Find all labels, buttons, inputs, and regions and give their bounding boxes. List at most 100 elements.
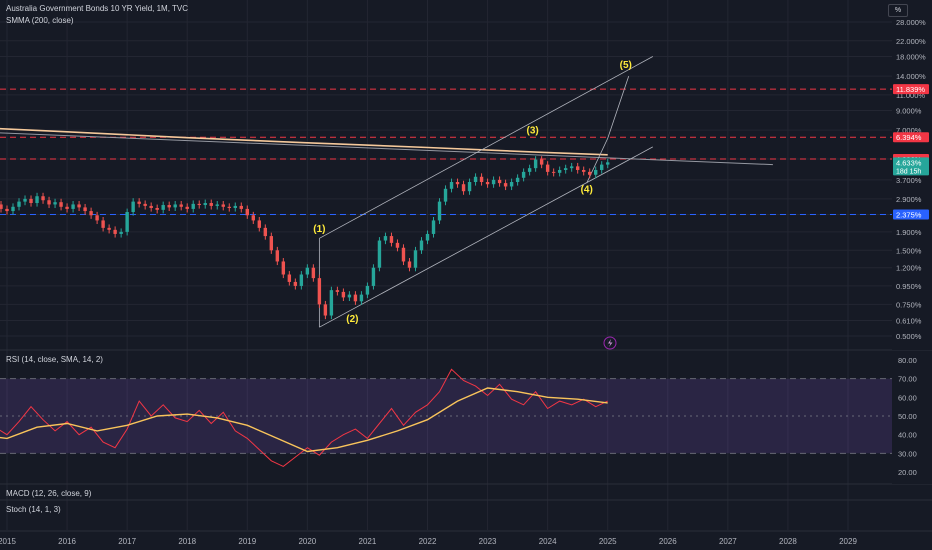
candle [35, 196, 39, 204]
chart-title: Australia Government Bonds 10 YR Yield, … [6, 4, 189, 13]
rsi-axis-bg [892, 351, 932, 484]
candle [341, 291, 346, 298]
price-tick-label: 0.950% [896, 282, 922, 291]
year-tick-label: 2016 [58, 537, 76, 546]
candle [431, 220, 436, 234]
candle [275, 250, 280, 262]
candle [47, 200, 51, 205]
channel-lower [319, 146, 653, 328]
year-tick-label: 2029 [839, 537, 857, 546]
year-tick-label: 2019 [238, 537, 256, 546]
candle [473, 176, 478, 183]
wave-label: (2) [346, 314, 358, 325]
time-axis[interactable]: 2015 2016 2017 2018 2019 2020 2021 2022 2023 2024… [0, 537, 857, 546]
candle [491, 179, 496, 185]
price-tick-label: 1.200% [896, 264, 922, 273]
candle [185, 206, 189, 209]
year-tick-label: 2024 [539, 537, 557, 546]
candle [167, 205, 171, 208]
price-tick-label: 28.000% [896, 18, 926, 27]
rsi-series [0, 368, 608, 467]
candle [287, 274, 292, 282]
percent-unit-button[interactable]: % [888, 4, 908, 17]
year-tick-label: 2017 [118, 537, 136, 546]
candle [179, 204, 183, 207]
candle [371, 267, 376, 286]
candle [377, 240, 382, 268]
candle [443, 188, 448, 202]
price-tick-label: 0.500% [896, 332, 922, 341]
candle [53, 202, 57, 205]
candle [395, 242, 400, 248]
candle [497, 179, 502, 184]
candle [479, 176, 484, 183]
rsi-legend[interactable]: RSI (14, close, SMA, 14, 2) [6, 355, 103, 364]
price-badge [893, 209, 929, 220]
candle [101, 220, 105, 228]
stoch-legend[interactable]: Stoch (14, 1, 3) [6, 505, 61, 514]
candle [197, 203, 201, 206]
candle [71, 204, 75, 209]
candle [89, 211, 93, 216]
candle [221, 204, 225, 207]
candle [125, 212, 129, 232]
price-badge-label: 11.839% [896, 85, 925, 94]
rsi-tick-label: 30.00 [898, 449, 917, 458]
price-tick-label: 2.900% [896, 195, 922, 204]
candle [17, 201, 21, 207]
candle [191, 203, 195, 209]
lightning-icon[interactable] [603, 336, 617, 350]
candle [161, 205, 165, 210]
candle [389, 236, 394, 243]
wave-channel [0, 56, 773, 328]
candle [95, 215, 99, 221]
candle [539, 159, 544, 165]
wave-label: (4) [581, 184, 593, 195]
candle [569, 166, 574, 169]
candle [107, 227, 111, 230]
price-badge [893, 84, 929, 95]
candle [503, 183, 508, 187]
candle [251, 215, 255, 221]
candle [437, 201, 442, 221]
price-tick-label: 0.610% [896, 316, 922, 325]
candle [594, 169, 598, 175]
candle [365, 285, 370, 295]
candle [467, 182, 472, 192]
candle [449, 182, 454, 189]
candle [509, 182, 514, 187]
candle [131, 201, 135, 213]
rsi-axis[interactable]: 80.00 70.00 60.00 50.00 40.00 30.00 20.00 [892, 351, 932, 484]
smma-legend[interactable]: SMMA (200, close) [6, 16, 74, 25]
candle [155, 207, 159, 210]
price-tick-label: 7.000% [896, 126, 922, 135]
year-tick-label: 2022 [419, 537, 437, 546]
candle [5, 208, 9, 212]
rsi-line [0, 368, 608, 467]
candle [551, 171, 556, 173]
candle [335, 290, 340, 292]
price-badge-label: 2.375% [896, 210, 922, 219]
price-badge [893, 132, 929, 143]
year-tick-label: 2025 [599, 537, 617, 546]
wave-label: (3) [527, 126, 539, 137]
price-badge [893, 157, 929, 176]
macd-legend[interactable]: MACD (12, 26, close, 9) [6, 489, 92, 498]
candle [281, 261, 286, 275]
candle [419, 240, 424, 251]
candle [581, 169, 586, 172]
candle [521, 171, 526, 178]
price-tick-label: 0.750% [896, 300, 922, 309]
candle [353, 294, 358, 302]
long-trendline [0, 132, 773, 166]
candle [41, 196, 45, 201]
candle [527, 168, 532, 172]
candle [263, 227, 268, 237]
candle [317, 278, 322, 305]
candle [461, 184, 466, 192]
year-tick-label: 2018 [178, 537, 196, 546]
wave-projection [586, 75, 630, 184]
candle [515, 177, 520, 183]
